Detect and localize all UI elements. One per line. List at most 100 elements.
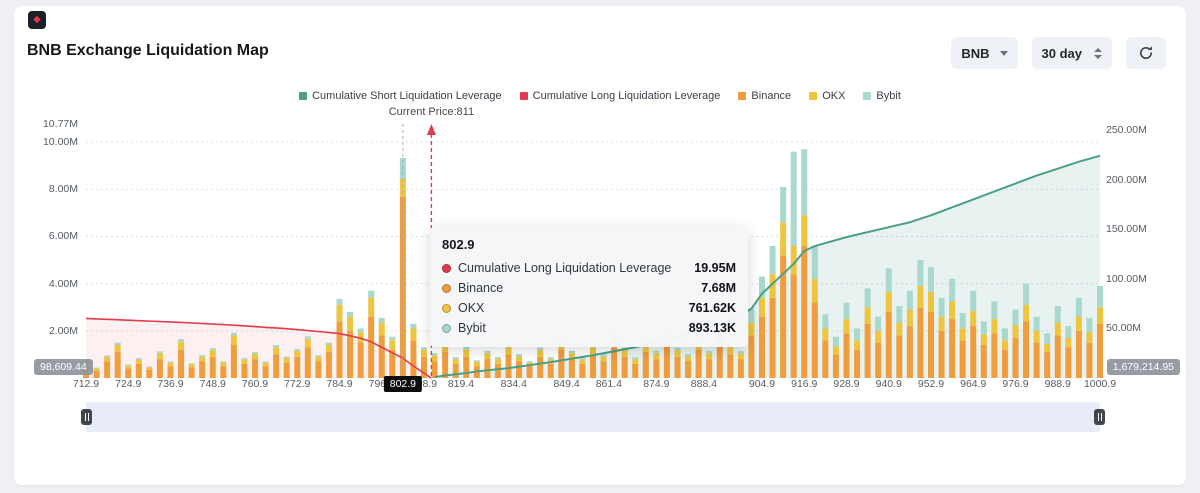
bar-segment-binance[interactable] xyxy=(262,366,269,378)
bar-segment-bybit[interactable] xyxy=(1075,297,1082,317)
bar-segment-okx[interactable] xyxy=(727,347,734,355)
bar-segment-bybit[interactable] xyxy=(1023,283,1030,305)
bar-segment-okx[interactable] xyxy=(368,297,375,317)
bar-segment-okx[interactable] xyxy=(410,328,417,341)
bar-segment-okx[interactable] xyxy=(93,368,100,371)
bar-segment-okx[interactable] xyxy=(759,297,765,317)
bar-segment-okx[interactable] xyxy=(188,364,195,368)
bar-segment-okx[interactable] xyxy=(600,356,607,362)
bar-segment-okx[interactable] xyxy=(568,353,575,360)
bar-segment-okx[interactable] xyxy=(1023,304,1030,322)
bar-segment-binance[interactable] xyxy=(1033,342,1040,378)
bar-segment-binance[interactable] xyxy=(1065,347,1072,378)
bar-segment-bybit[interactable] xyxy=(378,317,385,323)
bar-segment-binance[interactable] xyxy=(431,361,438,378)
bar-segment-binance[interactable] xyxy=(252,359,258,378)
bar-segment-okx[interactable] xyxy=(885,291,892,312)
bar-segment-binance[interactable] xyxy=(970,326,977,378)
bar-segment-okx[interactable] xyxy=(505,347,512,355)
bar-segment-bybit[interactable] xyxy=(1001,328,1008,341)
legend-item-0[interactable]: Cumulative Short Liquidation Leverage xyxy=(299,90,502,102)
bar-segment-okx[interactable] xyxy=(442,343,449,353)
bar-segment-bybit[interactable] xyxy=(1065,326,1072,338)
bar-segment-binance[interactable] xyxy=(220,366,227,378)
bar-segment-binance[interactable] xyxy=(843,333,850,378)
bar-segment-binance[interactable] xyxy=(801,245,808,378)
bar-segment-bybit[interactable] xyxy=(980,321,987,335)
bar-segment-binance[interactable] xyxy=(283,362,290,378)
bar-segment-binance[interactable] xyxy=(273,354,280,378)
bar-segment-okx[interactable] xyxy=(801,215,808,246)
bar-segment-binance[interactable] xyxy=(230,344,237,378)
bar-segment-bybit[interactable] xyxy=(1086,317,1093,333)
bar-segment-okx[interactable] xyxy=(832,346,839,355)
bar-segment-binance[interactable] xyxy=(526,366,533,378)
bar-segment-okx[interactable] xyxy=(737,353,744,360)
bar-segment-binance[interactable] xyxy=(315,361,322,378)
bar-segment-okx[interactable] xyxy=(1086,332,1093,343)
bar-segment-okx[interactable] xyxy=(780,222,787,256)
bar-segment-bybit[interactable] xyxy=(864,288,871,308)
refresh-button[interactable] xyxy=(1126,37,1166,69)
bar-segment-bybit[interactable] xyxy=(1044,333,1051,344)
bar-segment-bybit[interactable] xyxy=(991,301,998,320)
bar-segment-okx[interactable] xyxy=(928,291,934,312)
bar-segment-bybit[interactable] xyxy=(906,290,913,310)
bar-segment-bybit[interactable] xyxy=(463,346,470,350)
bar-segment-binance[interactable] xyxy=(991,333,998,378)
bar-segment-okx[interactable] xyxy=(843,319,850,334)
bar-segment-binance[interactable] xyxy=(928,311,934,378)
bar-segment-okx[interactable] xyxy=(262,362,269,367)
bar-segment-bybit[interactable] xyxy=(537,347,544,351)
bar-segment-bybit[interactable] xyxy=(790,151,797,246)
bar-segment-binance[interactable] xyxy=(621,356,628,378)
bar-segment-bybit[interactable] xyxy=(315,355,322,357)
bar-segment-bybit[interactable] xyxy=(178,339,185,342)
bar-segment-okx[interactable] xyxy=(421,349,427,357)
bar-segment-binance[interactable] xyxy=(663,344,670,378)
bar-segment-bybit[interactable] xyxy=(494,357,501,360)
bar-segment-okx[interactable] xyxy=(811,278,818,303)
bar-segment-binance[interactable] xyxy=(632,363,639,378)
bar-segment-bybit[interactable] xyxy=(199,355,206,357)
bar-segment-okx[interactable] xyxy=(706,353,713,360)
bar-segment-bybit[interactable] xyxy=(188,363,195,365)
bar-segment-binance[interactable] xyxy=(547,363,554,378)
bar-segment-bybit[interactable] xyxy=(473,360,480,362)
bar-segment-binance[interactable] xyxy=(611,347,618,378)
bar-segment-bybit[interactable] xyxy=(262,361,269,363)
bar-segment-binance[interactable] xyxy=(178,349,185,378)
bar-segment-okx[interactable] xyxy=(114,344,121,353)
bar-segment-okx[interactable] xyxy=(917,286,924,308)
bar-segment-okx[interactable] xyxy=(494,359,501,364)
bar-segment-bybit[interactable] xyxy=(970,290,977,311)
bar-segment-okx[interactable] xyxy=(896,322,903,336)
bar-segment-binance[interactable] xyxy=(1097,323,1103,378)
bar-segment-binance[interactable] xyxy=(357,342,364,378)
bar-segment-binance[interactable] xyxy=(896,335,903,378)
bar-segment-binance[interactable] xyxy=(949,319,956,378)
bar-segment-okx[interactable] xyxy=(135,359,142,364)
bar-segment-bybit[interactable] xyxy=(843,302,850,320)
bar-segment-okx[interactable] xyxy=(938,316,945,331)
bar-segment-bybit[interactable] xyxy=(706,350,713,354)
bar-segment-binance[interactable] xyxy=(442,352,449,378)
bar-segment-binance[interactable] xyxy=(769,297,776,378)
bar-segment-bybit[interactable] xyxy=(885,268,892,292)
bar-segment-okx[interactable] xyxy=(991,319,998,334)
legend-item-4[interactable]: Bybit xyxy=(863,90,901,102)
bar-segment-bybit[interactable] xyxy=(748,308,755,323)
bar-segment-okx[interactable] xyxy=(685,356,692,362)
bar-segment-bybit[interactable] xyxy=(294,348,301,351)
bar-segment-binance[interactable] xyxy=(421,356,427,378)
bar-segment-bybit[interactable] xyxy=(104,355,111,357)
bar-segment-bybit[interactable] xyxy=(220,361,227,363)
bar-segment-bybit[interactable] xyxy=(304,336,311,340)
bar-segment-okx[interactable] xyxy=(325,344,332,353)
bar-segment-bybit[interactable] xyxy=(674,347,681,351)
bar-segment-binance[interactable] xyxy=(864,323,871,378)
bar-segment-okx[interactable] xyxy=(1075,316,1082,331)
bar-segment-binance[interactable] xyxy=(674,356,681,378)
bar-segment-okx[interactable] xyxy=(199,356,206,362)
bar-segment-okx[interactable] xyxy=(156,353,163,360)
